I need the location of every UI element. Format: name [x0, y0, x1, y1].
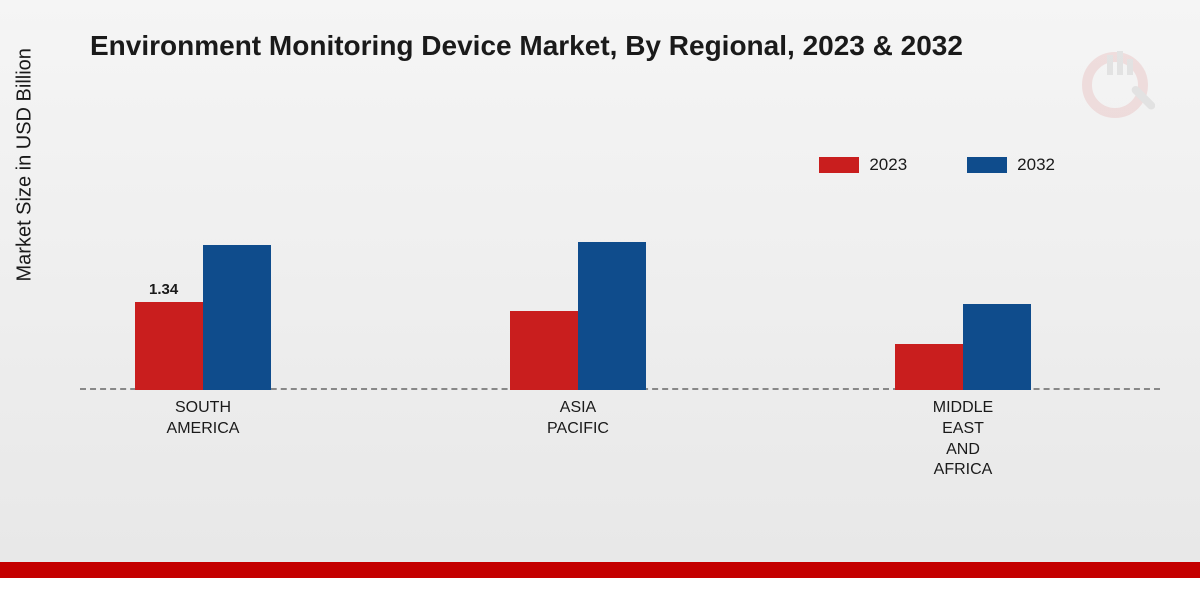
bar-2023-mea: [895, 344, 963, 390]
watermark-logo: [1075, 45, 1155, 125]
footer-red-band: [0, 562, 1200, 578]
y-axis-label: Market Size in USD Billion: [14, 48, 37, 281]
bar-2023-south-america: [135, 302, 203, 390]
bar-group-0: 1.34: [135, 245, 271, 390]
bar-value-label: 1.34: [149, 281, 178, 298]
chart-container: Environment Monitoring Device Market, By…: [0, 0, 1200, 562]
bar-2032-mea: [963, 304, 1031, 390]
footer-white: [0, 578, 1200, 600]
bar-2032-asia-pacific: [578, 242, 646, 390]
chart-title: Environment Monitoring Device Market, By…: [90, 30, 963, 62]
bar-2023-asia-pacific: [510, 311, 578, 390]
x-label-0: SOUTH AMERICA: [158, 398, 248, 440]
bar-2032-south-america: [203, 245, 271, 390]
x-label-1: ASIA PACIFIC: [533, 398, 623, 440]
x-label-2: MIDDLE EAST AND AFRICA: [918, 398, 1008, 481]
bar-group-1: [510, 242, 646, 390]
bar-group-2: [895, 304, 1031, 390]
plot-area: 1.34: [80, 130, 1160, 390]
